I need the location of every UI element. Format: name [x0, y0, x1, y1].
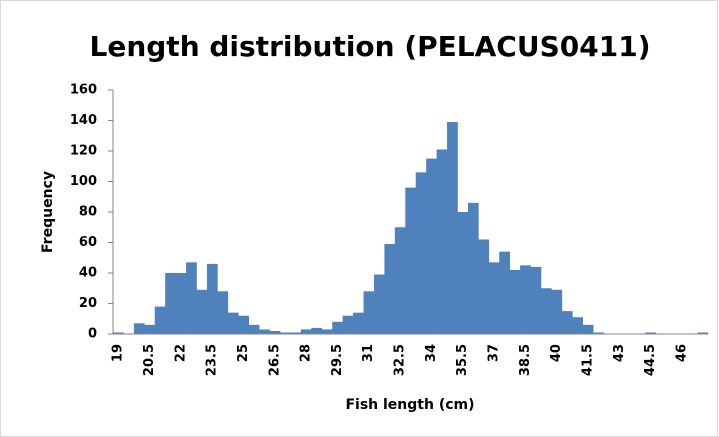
bar — [280, 332, 291, 334]
y-tick-label: 120 — [70, 144, 97, 159]
bar — [269, 330, 281, 334]
bar — [426, 158, 437, 334]
y-tick-label: 40 — [79, 266, 97, 281]
x-tick-label: 19 — [111, 344, 126, 362]
x-tick-label: 20.5 — [142, 344, 157, 376]
bar — [248, 324, 260, 334]
x-tick-label: 34 — [424, 344, 439, 362]
y-tick-label: 160 — [70, 83, 97, 98]
bar — [363, 291, 375, 334]
bar — [227, 312, 239, 334]
bar — [447, 122, 458, 335]
y-tick-label: 0 — [88, 327, 97, 342]
bar — [645, 332, 657, 334]
bar — [540, 288, 552, 334]
bar — [353, 312, 364, 334]
y-tick-label: 100 — [70, 174, 97, 189]
bar — [436, 149, 448, 334]
bar — [530, 266, 542, 334]
bar — [342, 315, 354, 334]
bar — [394, 227, 406, 334]
bar — [551, 289, 563, 334]
y-tick-label: 60 — [79, 235, 97, 250]
bar — [206, 263, 218, 334]
x-tick-label: 44.5 — [643, 344, 658, 376]
x-tick-label: 46 — [674, 344, 689, 362]
bar — [217, 291, 229, 334]
bar — [144, 324, 156, 334]
x-tick-label: 23.5 — [205, 344, 220, 376]
bar — [290, 332, 302, 334]
x-tick-label: 26.5 — [267, 344, 282, 376]
y-axis-label: Frequency — [40, 171, 56, 253]
bar — [154, 306, 166, 334]
bar — [259, 329, 270, 334]
x-tick-label: 38.5 — [518, 344, 533, 376]
y-tick-label: 20 — [79, 296, 97, 311]
bar — [384, 244, 396, 334]
bar — [457, 212, 469, 334]
x-tick-label: 43 — [612, 344, 627, 362]
bar — [186, 262, 197, 334]
bar — [697, 332, 709, 334]
bar — [582, 324, 594, 334]
x-tick-label: 41.5 — [580, 344, 595, 376]
bar — [405, 187, 417, 334]
bar — [593, 332, 604, 334]
bar — [238, 315, 250, 334]
bar — [509, 269, 521, 334]
bar — [373, 274, 385, 334]
bar — [133, 323, 145, 334]
bar — [467, 202, 479, 334]
x-tick-label: 40 — [549, 344, 564, 362]
bar — [175, 273, 187, 334]
bar — [196, 289, 208, 334]
x-tick-label: 22 — [173, 344, 188, 362]
bar — [321, 329, 333, 334]
x-axis-label: Fish length (cm) — [345, 397, 474, 413]
x-tick-label: 25 — [236, 344, 251, 362]
y-tick-label: 80 — [79, 205, 97, 220]
x-tick-label: 29.5 — [330, 344, 345, 376]
bar — [165, 273, 176, 334]
bar — [572, 317, 584, 334]
x-tick-label: 35.5 — [455, 344, 470, 376]
x-tick-label: 32.5 — [393, 344, 408, 376]
x-tick-label: 37 — [487, 344, 502, 362]
bar — [113, 332, 124, 334]
bar — [499, 251, 510, 334]
chart-title: Length distribution (PELACUS0411) — [90, 30, 651, 63]
x-tick-label: 31 — [361, 344, 376, 362]
bar — [300, 329, 312, 334]
bar — [311, 327, 323, 334]
y-tick-label: 140 — [70, 113, 97, 128]
bar — [478, 239, 490, 334]
bar — [488, 262, 500, 334]
bar — [561, 311, 573, 334]
x-tick-label: 28 — [299, 344, 314, 362]
bar — [332, 321, 343, 334]
bar — [415, 172, 427, 334]
bar — [520, 265, 531, 334]
